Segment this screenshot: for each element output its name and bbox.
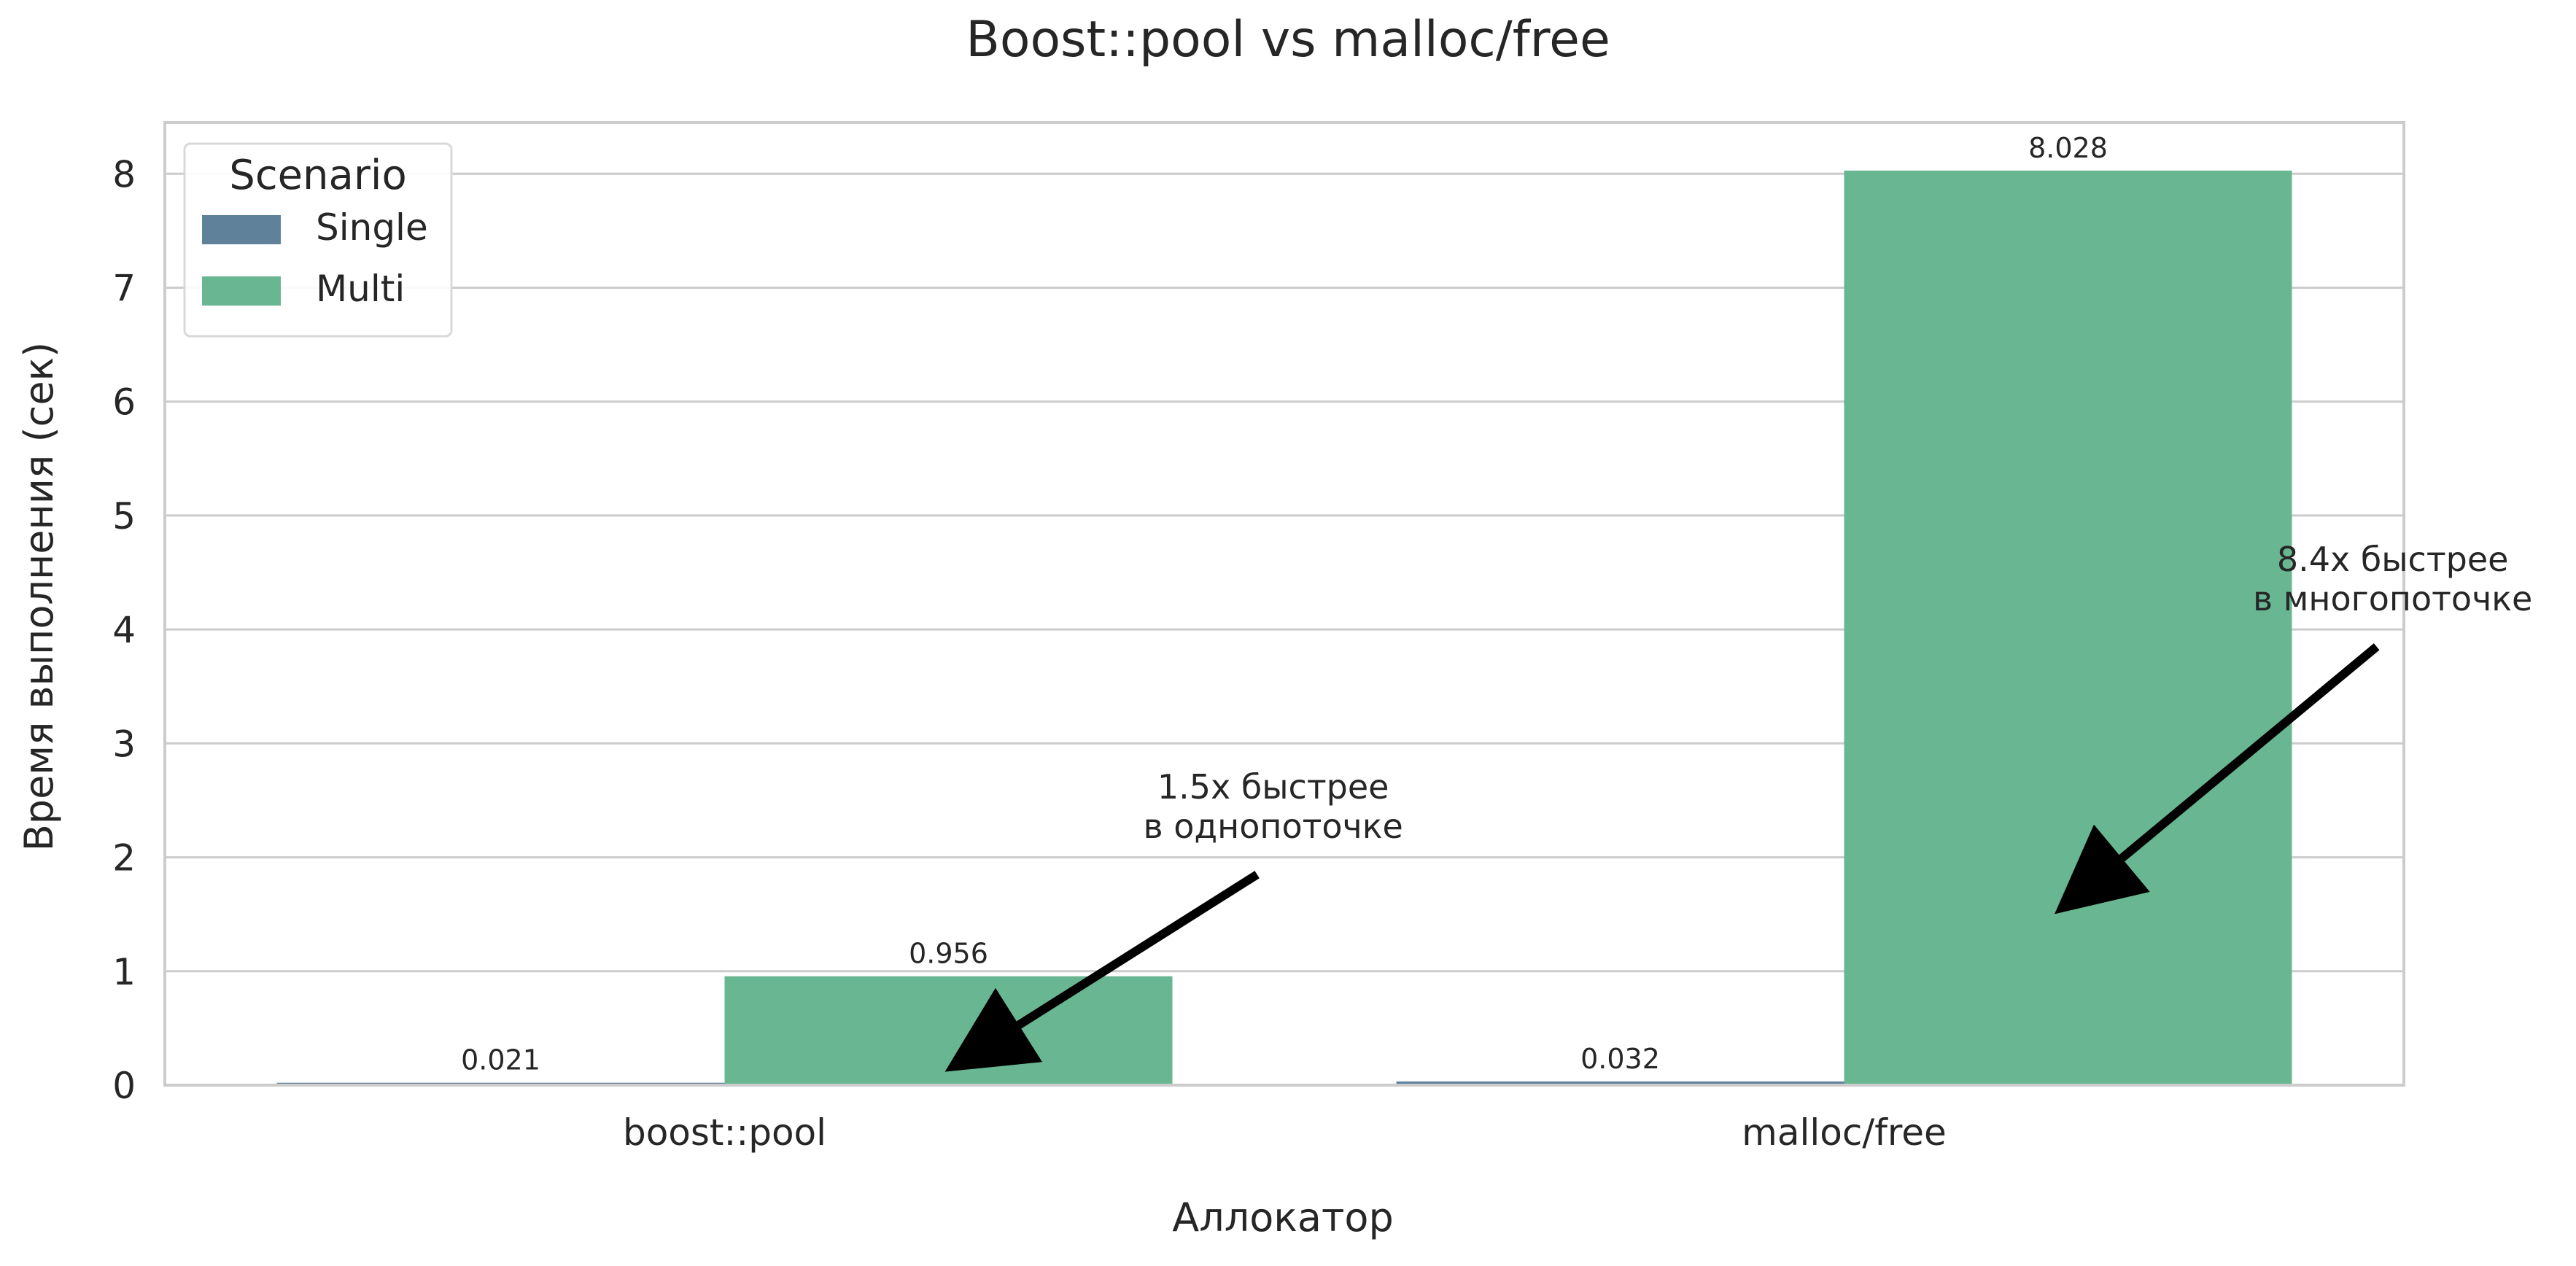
annotation-line-1-1: в многопоточке (2253, 579, 2532, 618)
value-labels-layer: 0.021 0.956 0.032 8.028 (461, 132, 2108, 1076)
x-axis-label: Аллокатор (1172, 1195, 1394, 1240)
annotation-layer: 1.5x быстрее в однопоточке 8.4x быстрее в м… (944, 540, 2532, 1072)
annotation-text-1: 8.4x быстрее в многопоточке (2253, 540, 2532, 618)
bar-multi-0 (724, 976, 1173, 1085)
legend-label-multi: Multi (316, 268, 405, 310)
y-tick-label-1: 1 (112, 951, 136, 993)
legend-title: Scenario (229, 152, 406, 199)
legend-swatch-multi (202, 276, 281, 306)
value-label-multi-0: 0.956 (909, 938, 988, 970)
legend-swatch-single (202, 215, 281, 244)
y-tick-label-4: 4 (112, 609, 136, 651)
y-tick-label-7: 7 (112, 268, 136, 310)
value-label-single-1: 0.032 (1580, 1043, 1660, 1075)
annotation-arrow-1 (2055, 643, 2380, 914)
y-tick-label-5: 5 (112, 495, 136, 537)
annotation-line-0-1: в однопоточке (1143, 807, 1403, 846)
grid-layer (165, 172, 2404, 1087)
annotation-line-0-0: 1.5x быстрее (1157, 767, 1389, 807)
chart-title: Boost::pool vs malloc/free (966, 11, 1610, 69)
annotation-arrow-0 (944, 871, 1260, 1072)
annotation-0: 1.5x быстрее в однопоточке (944, 767, 1403, 1072)
annotation-1: 8.4x быстрее в многопоточке (2055, 540, 2532, 914)
x-tick-label-0: boost::pool (623, 1111, 826, 1154)
x-tick-label-1: malloc/free (1742, 1111, 1947, 1154)
legend: Scenario Single Multi (183, 142, 453, 338)
y-tick-label-3: 3 (112, 723, 136, 765)
y-axis-label: Время выполнения (сек) (16, 342, 62, 852)
bar-single-1 (1396, 1081, 1844, 1085)
plot-frame (163, 121, 2405, 1087)
y-tick-label-6: 6 (112, 381, 136, 424)
y-tick-label-2: 2 (112, 837, 136, 879)
annotation-text-0: 1.5x быстрее в однопоточке (1143, 767, 1403, 846)
y-tick-label-8: 8 (112, 153, 136, 195)
legend-label-single: Single (316, 206, 428, 249)
y-tick-label-0: 0 (112, 1065, 136, 1107)
value-label-single-0: 0.021 (461, 1044, 540, 1076)
value-label-multi-1: 8.028 (2028, 132, 2108, 164)
bars-layer (276, 170, 2292, 1086)
annotation-line-1-0: 8.4x быстрее (2277, 540, 2509, 579)
bar-multi-1 (1844, 170, 2292, 1086)
